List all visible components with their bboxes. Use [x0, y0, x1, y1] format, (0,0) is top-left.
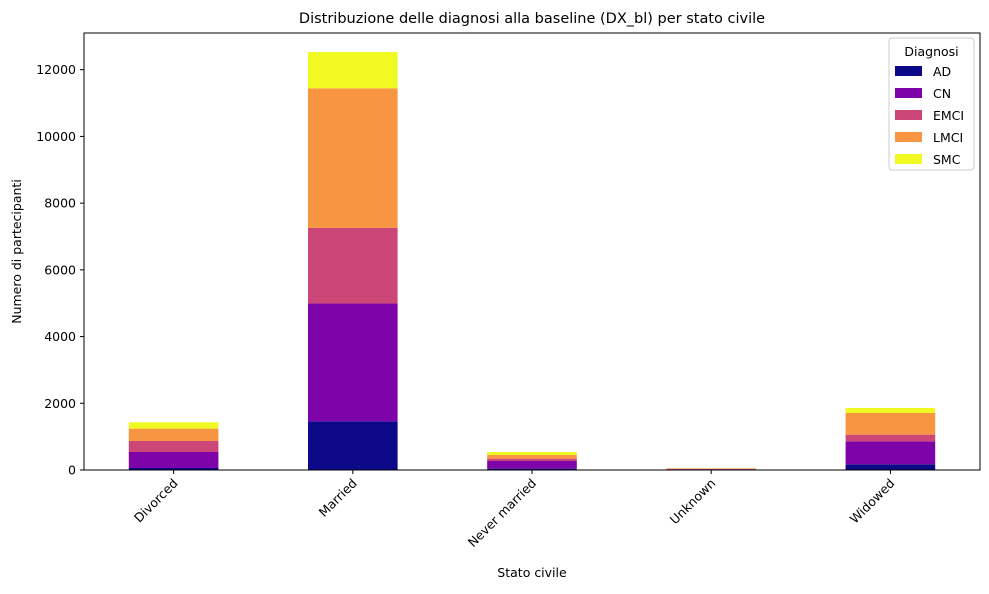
bar-cn-married — [308, 304, 398, 422]
y-tick-label: 10000 — [36, 129, 76, 144]
y-axis-label: Numero di partecipanti — [9, 179, 24, 324]
legend-swatch-lmci — [895, 132, 922, 142]
y-axis-ticks: 0 2000 4000 6000 8000 10000 12000 — [36, 62, 84, 477]
legend: Diagnosi AD CN EMCI LMCI SMC — [889, 38, 974, 170]
bar-smc-never-married — [487, 452, 577, 455]
bar-ad-married — [308, 421, 398, 470]
x-tick-label: Unknown — [667, 476, 719, 528]
legend-title: Diagnosi — [904, 44, 958, 59]
y-tick-label: 2000 — [44, 396, 76, 411]
bar-smc-married — [308, 52, 398, 88]
bar-smc-divorced — [129, 422, 219, 428]
bar-emci-married — [308, 228, 398, 304]
y-tick-label: 6000 — [44, 262, 76, 277]
y-tick-label: 12000 — [36, 62, 76, 77]
bar-emci-never-married — [487, 459, 577, 461]
legend-swatch-smc — [895, 154, 922, 164]
legend-swatch-cn — [895, 88, 922, 98]
legend-label-ad: AD — [933, 64, 951, 79]
x-tick-label: Married — [316, 476, 360, 520]
y-tick-label: 8000 — [44, 196, 76, 211]
plot-frame — [84, 33, 980, 470]
x-tick-label: Divorced — [131, 476, 181, 526]
bar-emci-widowed — [846, 435, 936, 442]
bar-cn-never-married — [487, 461, 577, 469]
chart-title: Distribuzione delle diagnosi alla baseli… — [299, 11, 765, 27]
bar-lmci-divorced — [129, 429, 219, 441]
bar-emci-divorced — [129, 441, 219, 452]
bar-cn-widowed — [846, 441, 936, 464]
legend-swatch-emci — [895, 110, 922, 120]
legend-label-lmci: LMCI — [933, 130, 963, 145]
x-axis-ticks: Divorced Married Never married Unknown Widow… — [131, 470, 898, 550]
legend-label-smc: SMC — [933, 152, 961, 167]
bar-lmci-married — [308, 88, 398, 227]
bars-layer — [129, 52, 935, 470]
bar-ad-widowed — [846, 464, 936, 470]
bar-lmci-unknown — [666, 468, 756, 469]
x-tick-label: Widowed — [847, 476, 898, 527]
bar-cn-divorced — [129, 452, 219, 468]
legend-swatch-ad — [895, 66, 922, 76]
legend-label-cn: CN — [933, 86, 951, 101]
y-tick-label: 4000 — [44, 329, 76, 344]
bar-lmci-never-married — [487, 455, 577, 459]
x-tick-label: Never married — [465, 476, 539, 550]
legend-label-emci: EMCI — [933, 108, 964, 123]
x-axis-label: Stato civile — [497, 565, 567, 580]
y-tick-label: 0 — [68, 463, 76, 478]
bar-smc-widowed — [846, 408, 936, 413]
bar-lmci-widowed — [846, 413, 936, 435]
